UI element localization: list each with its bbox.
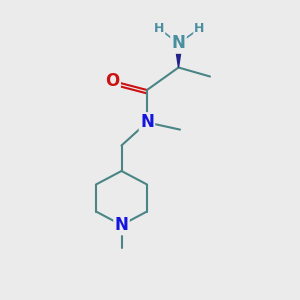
Text: H: H bbox=[194, 22, 205, 35]
Text: N: N bbox=[140, 113, 154, 131]
Polygon shape bbox=[175, 44, 182, 68]
Text: H: H bbox=[154, 22, 164, 35]
Text: N: N bbox=[172, 34, 185, 52]
Text: O: O bbox=[105, 72, 120, 90]
Text: N: N bbox=[115, 216, 128, 234]
